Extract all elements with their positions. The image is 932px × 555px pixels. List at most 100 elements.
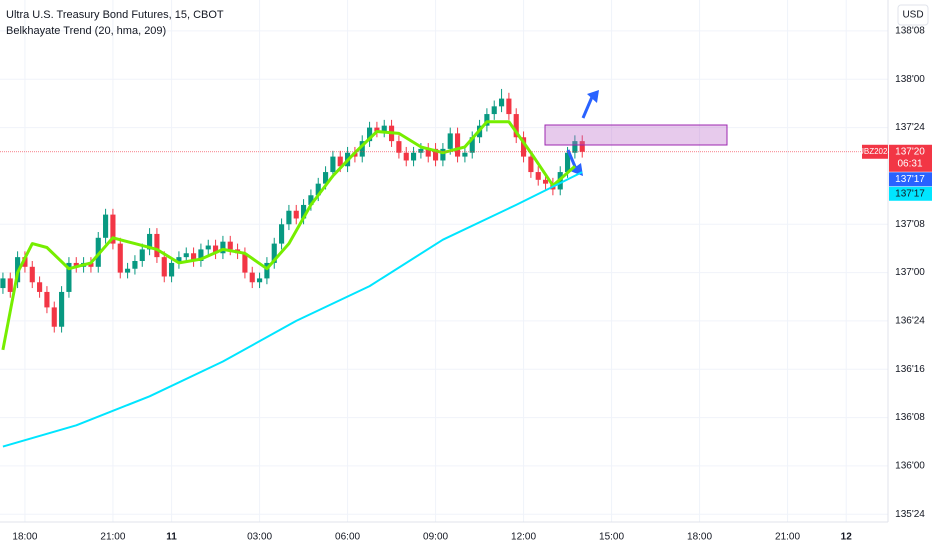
candle-body: [337, 156, 343, 167]
y-tick-label: 137'00: [895, 267, 925, 278]
candle-body: [22, 257, 28, 267]
x-tick-label: 12:00: [511, 532, 536, 543]
candle-body: [506, 98, 512, 115]
candle-body: [330, 156, 336, 173]
candle-body: [198, 249, 204, 261]
candle-body: [396, 141, 402, 153]
candle-body: [125, 268, 131, 273]
candle-body: [469, 137, 475, 153]
candle-body: [359, 141, 365, 157]
candle-body: [491, 106, 497, 115]
x-tick-label: 21:00: [100, 532, 125, 543]
y-tick-label: 138'08: [895, 26, 925, 37]
candle-body: [579, 141, 585, 152]
candle-body: [264, 262, 270, 279]
indicator-legend: Belkhayate Trend (20, hma, 209): [6, 25, 166, 37]
symbol-tag-text: UBZ2024: [858, 147, 892, 156]
candle-body: [271, 243, 277, 263]
candle-body: [542, 179, 549, 184]
candle-body: [147, 233, 153, 250]
y-tick-label: 136'00: [895, 461, 925, 472]
candle-body: [454, 133, 461, 157]
candle-body: [528, 156, 534, 173]
candle-body: [572, 141, 578, 153]
candle-body: [301, 204, 307, 219]
candle-body: [44, 291, 50, 308]
candle-body: [520, 137, 527, 157]
x-tick-label: 06:00: [335, 532, 360, 543]
candle-body: [249, 272, 255, 283]
candle-body: [286, 210, 292, 225]
candle-body: [51, 307, 57, 327]
y-tick-label: 136'08: [895, 412, 925, 423]
price-tag: [889, 172, 932, 187]
candle-body: [257, 278, 263, 283]
candle-body: [227, 241, 233, 250]
y-tick-label: 138'00: [895, 74, 925, 85]
rectangle-drawing[interactable]: [544, 124, 728, 146]
candle-body: [139, 249, 145, 261]
candle-body: [220, 241, 226, 254]
indicator-line: [2, 171, 583, 448]
arrow-up[interactable]: [581, 96, 594, 119]
candle-body: [169, 262, 175, 277]
candle-body: [564, 152, 571, 173]
candle-body: [498, 98, 505, 107]
candle-body: [37, 282, 43, 292]
countdown-text: 06:31: [897, 158, 922, 169]
symbol-title: Ultra U.S. Treasury Bond Futures, 15, CB…: [6, 9, 224, 21]
candle-body: [132, 261, 138, 269]
candle-body: [433, 148, 439, 161]
candle-body: [279, 224, 285, 244]
candle-body: [484, 114, 490, 126]
candle-body: [535, 172, 541, 180]
y-tick-label: 136'16: [895, 364, 925, 375]
x-tick-label: 15:00: [599, 532, 624, 543]
price-tag: [889, 186, 932, 201]
candle-body: [381, 125, 387, 132]
candle-body: [411, 152, 417, 161]
candle-body: [176, 257, 182, 263]
y-tick-label: 137'08: [895, 219, 925, 230]
candle-body: [59, 291, 65, 327]
x-tick-label: 03:00: [247, 532, 272, 543]
price-tag: [889, 144, 932, 172]
candle-body: [323, 172, 329, 184]
candle-body: [103, 214, 109, 238]
candle-body: [315, 183, 321, 196]
candle-body: [110, 214, 116, 244]
currency-button[interactable]: [897, 4, 929, 26]
y-tick-label: 136'24: [895, 316, 925, 327]
price-tag-text: 137'17: [895, 188, 925, 199]
y-tick-label: 135'24: [895, 509, 925, 520]
symbol-tag: [862, 144, 888, 159]
candle-body: [403, 152, 409, 161]
candle-body: [418, 148, 424, 153]
candle-body: [161, 257, 167, 277]
currency: USD: [902, 10, 923, 21]
candle-body: [440, 148, 446, 161]
candle-body: [308, 195, 314, 205]
candle-body: [191, 253, 197, 261]
arrow-down[interactable]: [566, 149, 578, 170]
x-tick-label: 18:00: [12, 532, 37, 543]
candle-body: [154, 233, 160, 258]
y-tick-label: 137'24: [895, 122, 925, 133]
indicator-line: [1, 120, 576, 351]
candle-body: [73, 262, 79, 267]
candle-body: [462, 152, 468, 157]
price-tag-text: 137'17: [895, 174, 925, 185]
x-tick-label: 11: [166, 532, 177, 543]
arrow-up-head: [587, 90, 599, 103]
x-tick-label: 21:00: [775, 532, 800, 543]
candle-body: [447, 133, 453, 149]
x-tick-label: 18:00: [687, 532, 712, 543]
candle-body: [213, 245, 219, 254]
price-tag-text: 137'20: [895, 146, 925, 157]
candle-body: [7, 278, 13, 292]
candle-body: [367, 127, 373, 142]
candle-body: [513, 114, 519, 138]
candle-body: [205, 245, 211, 250]
